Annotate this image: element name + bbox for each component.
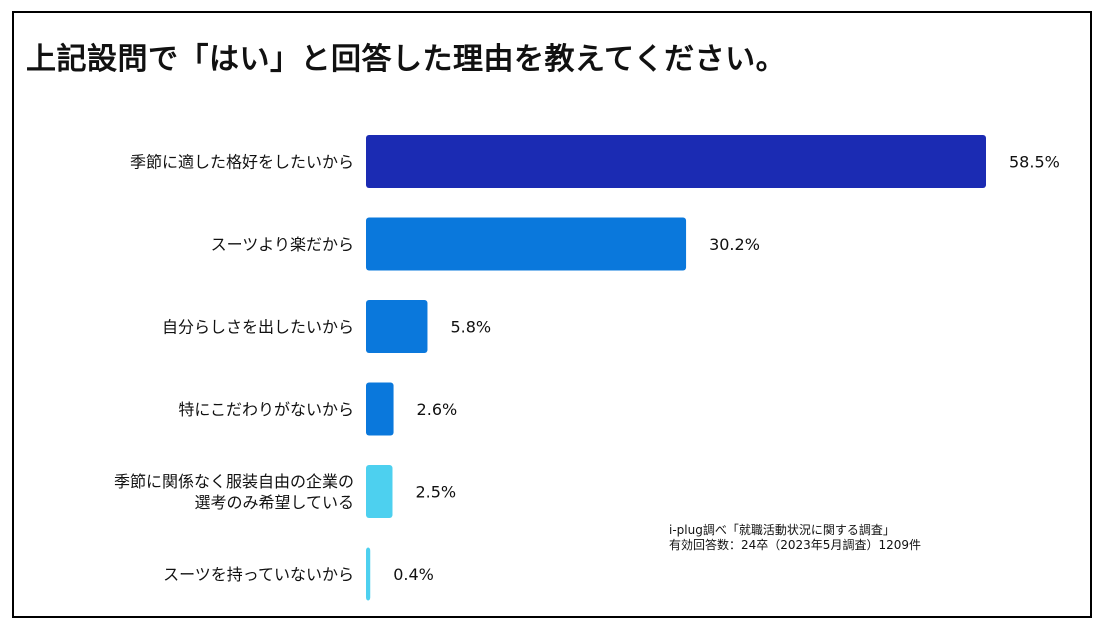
category-label-line: 自分らしさを出したいから (162, 318, 354, 337)
value-label-3: 5.8% (450, 318, 491, 337)
category-label-line: 季節に関係なく服装自由の企業の (114, 472, 354, 491)
value-label-1: 58.5% (1009, 153, 1060, 172)
bar-4 (366, 383, 394, 436)
category-label-line: スーツを持っていないから (163, 565, 354, 584)
value-label-5: 2.5% (415, 483, 456, 502)
category-label-line: スーツより楽だから (211, 235, 354, 254)
value-label-6: 0.4% (393, 565, 434, 584)
source-note-line2: 有効回答数：24卒（2023年5月調査）1209件 (669, 538, 921, 553)
bar-3 (366, 300, 427, 353)
bar-5 (366, 465, 392, 518)
category-label-2: スーツより楽だから (211, 235, 354, 254)
bar-2 (366, 218, 686, 271)
category-label-4: 特にこだわりがないから (178, 400, 354, 419)
bar-1 (366, 135, 986, 188)
source-note-line1: i-plug調べ「就職活動状況に関する調査」 (669, 523, 921, 538)
value-label-4: 2.6% (417, 400, 458, 419)
category-label-line: 特にこだわりがないから (178, 400, 354, 419)
category-label-3: 自分らしさを出したいから (162, 318, 354, 337)
category-label-6: スーツを持っていないから (163, 565, 354, 584)
category-label-1: 季節に適した格好をしたいから (130, 153, 354, 172)
category-label-line: 季節に適した格好をしたいから (130, 153, 354, 172)
category-label-line: 選考のみ希望している (194, 493, 354, 512)
category-label-5: 季節に関係なく服装自由の企業の選考のみ希望している (114, 472, 354, 512)
bar-6 (366, 548, 370, 601)
value-label-2: 30.2% (709, 235, 760, 254)
source-note: i-plug調べ「就職活動状況に関する調査」 有効回答数：24卒（2023年5月… (669, 523, 921, 553)
